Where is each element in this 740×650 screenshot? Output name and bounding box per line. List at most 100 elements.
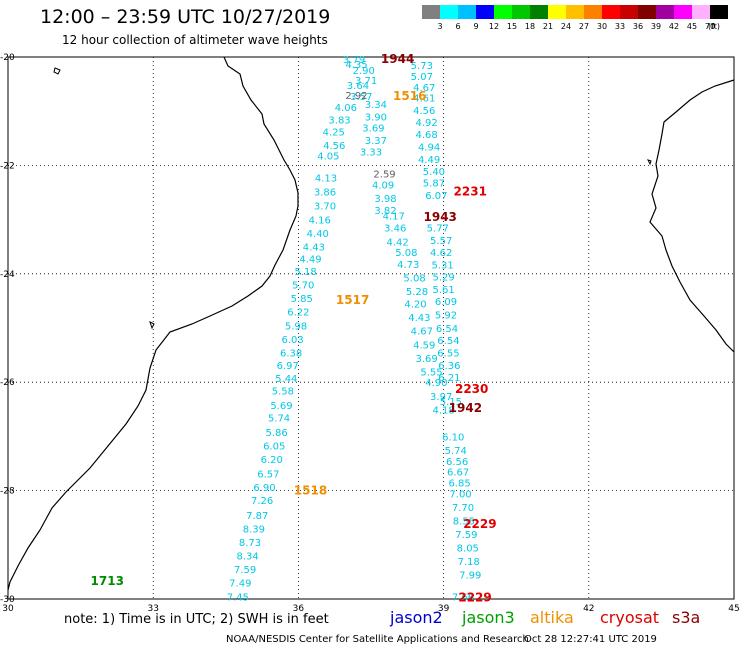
wave-height-label: 2.90 xyxy=(353,66,375,77)
lat-tick-label: -22 xyxy=(0,161,15,171)
color-bar-label: 9 xyxy=(473,22,479,31)
cryosat-pass-time-label: 2231 xyxy=(454,184,487,198)
wave-height-label: 6.07 xyxy=(425,191,447,202)
wave-height-label: 8.73 xyxy=(239,538,261,549)
wave-height-label: 6.38 xyxy=(280,348,302,359)
s3a-pass-time-label: 1944 xyxy=(381,52,414,66)
wave-height-label: 8.34 xyxy=(236,552,258,563)
mission-legend-s3a: s3a xyxy=(672,608,701,627)
color-bar-unit: (ft) xyxy=(708,22,721,31)
wave-height-label: 4.20 xyxy=(404,300,426,311)
wave-height-label: 3.90 xyxy=(365,113,387,124)
wave-height-labels: 3.794.352.903.713.643.573.34 4.06 3.90 3.83… xyxy=(91,52,497,604)
cryosat-pass-time-label: 2230 xyxy=(455,382,488,396)
wave-height-label: 6.05 xyxy=(263,442,285,453)
wave-height-label: 5.28 xyxy=(406,287,428,298)
color-swatch xyxy=(602,5,620,19)
wave-height-label: 3.71 xyxy=(355,76,377,87)
wave-height-label: 6.56 xyxy=(446,457,468,468)
wave-height-label: 2.59 xyxy=(373,170,395,181)
lon-tick-label: 33 xyxy=(147,604,158,614)
mission-legend-altika: altika xyxy=(530,608,574,627)
color-swatch xyxy=(512,5,530,19)
color-swatch xyxy=(584,5,602,19)
altika-pass-time-label: 1516 xyxy=(393,89,426,103)
mission-legend-cryosat: cryosat xyxy=(600,608,660,627)
wave-height-label: 7.59 xyxy=(234,565,256,576)
color-bar-label: 70 xyxy=(704,22,716,31)
wave-height-label: 4.49 xyxy=(418,155,440,166)
cryosat-pass-time-label: 2229 xyxy=(463,517,496,531)
wave-height-label: 4.49 xyxy=(299,255,321,266)
coast-islet xyxy=(53,67,61,75)
wave-height-label: 5.58 xyxy=(272,386,294,397)
wave-height-label: 3.46 xyxy=(384,224,406,235)
color-bar-label: 15 xyxy=(506,22,518,31)
wave-height-label: 6.55 xyxy=(437,348,459,359)
wave-height-label: 4.94 xyxy=(418,142,440,153)
wave-height-label: 7.45 xyxy=(227,592,249,603)
color-bar-label: 42 xyxy=(668,22,680,31)
footer-timestamp: Oct 28 12:27:41 UTC 2019 xyxy=(524,634,657,645)
color-swatch xyxy=(422,5,440,19)
wave-height-label: 4.05 xyxy=(317,152,339,163)
wave-height-label: 7.49 xyxy=(229,579,251,590)
wave-height-label: 6.36 xyxy=(438,361,460,372)
color-bar-label: 30 xyxy=(596,22,608,31)
axis-labels: 30 33 36 39 42 45 -20 -22 -24 -26 -28 -30 xyxy=(0,53,740,614)
wave-height-label: 5.08 xyxy=(403,274,425,285)
wave-height-label: 5.15 xyxy=(440,397,462,408)
color-bar-label: 21 xyxy=(542,22,554,31)
wave-height-label: 3.57 xyxy=(350,92,372,103)
s3a-pass-time-label: 1943 xyxy=(424,210,457,224)
map-grid xyxy=(7,56,735,600)
wave-height-label: 4.42 xyxy=(386,237,408,248)
coast-islet xyxy=(647,159,652,166)
wave-height-label: 5.98 xyxy=(285,321,307,332)
footnote: note: 1) Time is in UTC; 2) SWH is in fe… xyxy=(64,612,329,627)
color-bar-label: 33 xyxy=(614,22,626,31)
wave-height-label: 4.25 xyxy=(323,127,345,138)
wave-height-label: 7.66 xyxy=(452,592,474,603)
wave-height-label: 4.68 xyxy=(416,130,438,141)
lon-tick-label: 36 xyxy=(293,604,305,614)
wave-height-label: 3.70 xyxy=(314,202,336,213)
wave-height-label: 6.21 xyxy=(438,373,460,384)
wave-height-label: 6.22 xyxy=(287,308,309,319)
wave-height-label: 7.87 xyxy=(246,511,268,522)
madagascar-coastline xyxy=(649,79,735,353)
wave-height-label: 4.90 xyxy=(425,378,447,389)
color-bar-label: 27 xyxy=(578,22,590,31)
wave-height-label: 4.62 xyxy=(430,248,452,259)
wave-height-label: 3.82 xyxy=(374,206,396,217)
wave-height-label: 6.20 xyxy=(261,455,283,466)
wave-height-label: 4.43 xyxy=(408,313,430,324)
wave-height-label: 5.61 xyxy=(432,285,454,296)
color-swatch xyxy=(530,5,548,19)
color-bar-label: 45 xyxy=(686,22,698,31)
wave-height-label: 7.00 xyxy=(449,489,471,500)
wave-height-label: 4.16 xyxy=(309,216,331,227)
wave-height-label: 5.87 xyxy=(423,179,445,190)
wave-height-label: 4.18 xyxy=(432,405,454,416)
wave-height-label: 5.74 xyxy=(268,413,290,424)
color-bar-label: 3 xyxy=(437,22,443,31)
color-swatch xyxy=(566,5,584,19)
wave-height-label: 3.79 xyxy=(343,55,365,66)
wave-height-label: 4.17 xyxy=(383,211,405,222)
lon-tick-label: 30 xyxy=(2,604,14,614)
wave-height-label: 6.03 xyxy=(281,335,303,346)
color-bar-label: 39 xyxy=(650,22,662,31)
page-title: 12:00 – 23:59 UTC 10/27/2019 xyxy=(40,6,331,28)
wave-height-label: 6.57 xyxy=(257,469,279,480)
wave-height-label: 7.99 xyxy=(459,571,481,582)
wave-height-label: 5.44 xyxy=(275,374,297,385)
color-bar-label: 24 xyxy=(560,22,572,31)
wave-height-label: 3.34 xyxy=(365,100,387,111)
wave-height-label: 8.39 xyxy=(243,525,265,536)
color-swatch xyxy=(656,5,674,19)
wave-height-label: 3.64 xyxy=(347,81,369,92)
color-bar-label: 12 xyxy=(488,22,500,31)
wave-height-label: 4.09 xyxy=(372,180,394,191)
